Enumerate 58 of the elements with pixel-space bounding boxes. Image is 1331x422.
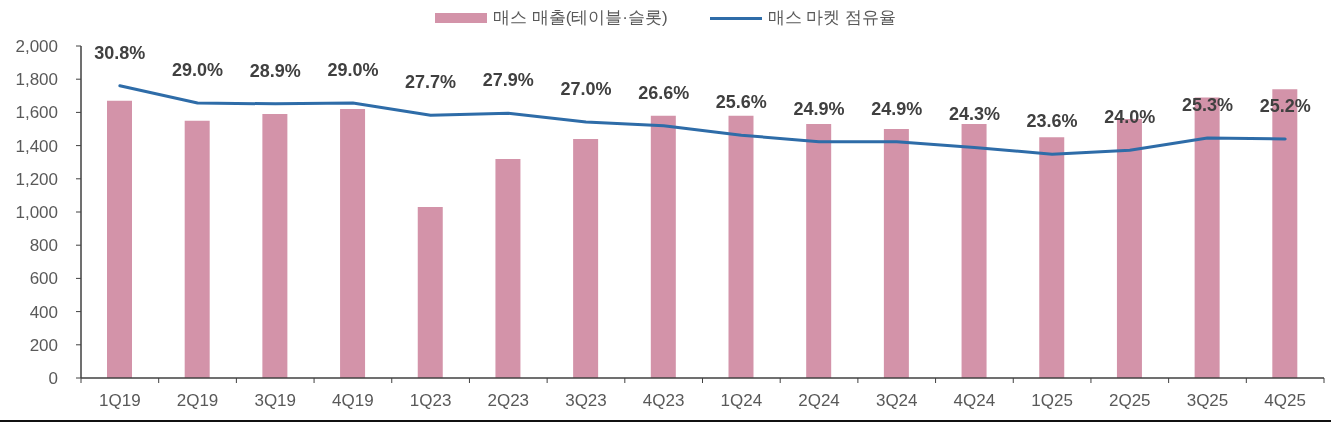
x-tick-label: 3Q24 (875, 391, 918, 411)
data-label: 28.9% (249, 60, 301, 81)
bar (728, 115, 754, 378)
bar (107, 100, 132, 378)
bar (1039, 137, 1065, 378)
data-label: 29.0% (327, 59, 379, 80)
y-tick-label: 0 (48, 369, 58, 389)
y-tick-label: 1,400 (15, 136, 58, 156)
y-tick-label: 200 (29, 335, 58, 355)
y-tick-label: 1,200 (15, 169, 58, 189)
bar (262, 114, 288, 378)
y-tick-label: 800 (29, 236, 58, 256)
data-label: 24.9% (793, 98, 845, 119)
bar (495, 158, 521, 378)
x-tick-label: 1Q19 (99, 391, 141, 411)
data-label: 25.6% (715, 92, 767, 113)
data-label: 27.0% (560, 78, 612, 99)
y-tick-label: 1,000 (15, 203, 58, 223)
x-tick-label: 2Q19 (176, 391, 219, 411)
x-tick-label: 1Q23 (409, 391, 452, 411)
bar (650, 115, 676, 378)
bar (184, 120, 210, 378)
x-tick-label: 1Q24 (720, 391, 763, 411)
data-label: 24.9% (871, 98, 923, 119)
x-tick-label: 3Q25 (1186, 391, 1229, 411)
data-label: 23.6% (1026, 111, 1078, 132)
y-tick-label: 600 (29, 269, 58, 289)
bar (573, 138, 599, 378)
x-tick-label: 2Q23 (487, 391, 530, 411)
x-tick-label: 4Q24 (953, 391, 996, 411)
y-tick-label: 400 (29, 302, 58, 322)
y-tick-label: 1,800 (15, 70, 58, 90)
data-label: 27.9% (482, 70, 534, 91)
data-label: 25.3% (1181, 95, 1233, 116)
y-tick-label: 2,000 (15, 37, 58, 57)
y-tick-label: 1,600 (15, 103, 58, 123)
data-label: 26.6% (638, 82, 690, 103)
bar (417, 207, 443, 378)
bar (961, 124, 987, 378)
legend-label: 매스 매출(테이블·슬롯) (492, 7, 668, 29)
data-label: 24.0% (1104, 107, 1156, 128)
data-label: 30.8% (94, 42, 146, 63)
x-tick-label: 2Q24 (798, 391, 840, 411)
x-tick-label: 4Q23 (642, 391, 685, 411)
x-tick-label: 4Q19 (332, 391, 374, 411)
data-label: 27.7% (405, 72, 457, 93)
bar (883, 129, 909, 378)
data-label: 24.3% (948, 104, 1000, 125)
bar (340, 109, 366, 378)
data-label: 25.2% (1259, 95, 1311, 116)
x-tick-label: 3Q23 (565, 391, 607, 411)
data-label: 29.0% (172, 59, 224, 80)
legend-label: 매스 마켓 점유율 (767, 7, 897, 29)
x-tick-label: 2Q25 (1108, 391, 1151, 411)
bar (806, 124, 832, 378)
x-tick-label: 1Q25 (1031, 391, 1073, 411)
x-tick-label: 4Q25 (1264, 391, 1306, 411)
x-tick-label: 3Q19 (254, 391, 297, 411)
